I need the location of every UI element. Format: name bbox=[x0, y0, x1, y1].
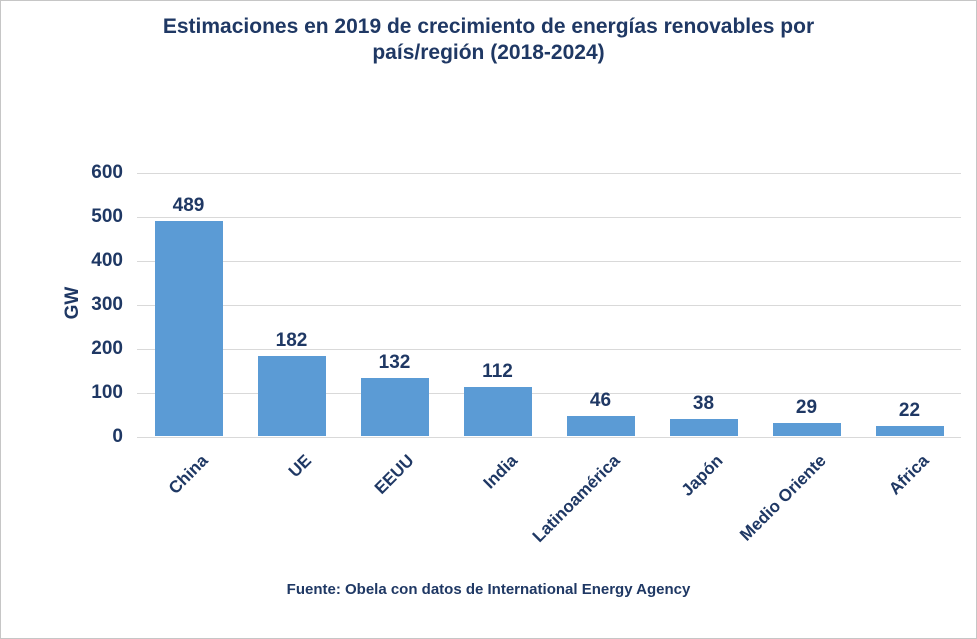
bar-eeuu bbox=[360, 377, 429, 436]
plot-area: 0 100 200 300 400 500 600 489 China 182 UE 132 EEUU 1… bbox=[91, 162, 961, 546]
gridline-500 bbox=[137, 217, 961, 218]
bar-ue bbox=[257, 355, 326, 436]
chart-title: Estimaciones en 2019 de crecimiento de e… bbox=[1, 14, 976, 66]
y-tick-label: 600 bbox=[91, 162, 123, 183]
gridline-100 bbox=[137, 393, 961, 394]
bar-value-label: 46 bbox=[589, 389, 612, 411]
y-tick-label: 500 bbox=[91, 206, 123, 227]
y-tick-label: 100 bbox=[91, 382, 123, 403]
chart-title-line-1: Estimaciones en 2019 de crecimiento de e… bbox=[162, 15, 815, 38]
gridline-0 bbox=[137, 437, 961, 438]
y-tick-label: 300 bbox=[91, 294, 123, 315]
y-tick-label: 400 bbox=[91, 250, 123, 271]
bar-value-label: 132 bbox=[378, 351, 411, 373]
bar-value-label: 112 bbox=[482, 360, 513, 382]
bar-value-label: 22 bbox=[898, 400, 921, 422]
x-tick-label: EEUU bbox=[371, 451, 418, 498]
bar-value-label: 29 bbox=[795, 397, 818, 419]
bar-china bbox=[154, 220, 223, 436]
x-tick-label: Latinoamérica bbox=[528, 451, 624, 546]
bar-japón bbox=[669, 419, 738, 436]
gridline-300 bbox=[137, 305, 961, 306]
bar-value-label: 38 bbox=[692, 393, 715, 415]
bar-value-label: 182 bbox=[275, 329, 308, 351]
x-tick-label: UE bbox=[284, 451, 315, 482]
bar-value-label: 489 bbox=[172, 194, 205, 216]
x-tick-label: Japón bbox=[678, 451, 727, 500]
x-tick-label: India bbox=[479, 451, 521, 493]
bar-latinoamérica bbox=[566, 415, 635, 436]
y-tick-label: 0 bbox=[112, 426, 123, 447]
x-tick-label: Africa bbox=[885, 451, 933, 499]
bar-india bbox=[463, 386, 532, 436]
gridline-400 bbox=[137, 261, 961, 262]
x-tick-label: Medio Oriente bbox=[736, 451, 830, 545]
bar-africa bbox=[875, 426, 944, 436]
x-tick-label: China bbox=[165, 451, 212, 498]
bar-medio-oriente bbox=[772, 423, 841, 436]
gridline-200 bbox=[137, 349, 961, 350]
source-note: Fuente: Obela con datos de International… bbox=[286, 581, 691, 598]
gridline-600 bbox=[137, 173, 961, 174]
chart-title-line-2: país/región (2018-2024) bbox=[372, 41, 605, 64]
y-tick-label: 200 bbox=[91, 338, 123, 359]
